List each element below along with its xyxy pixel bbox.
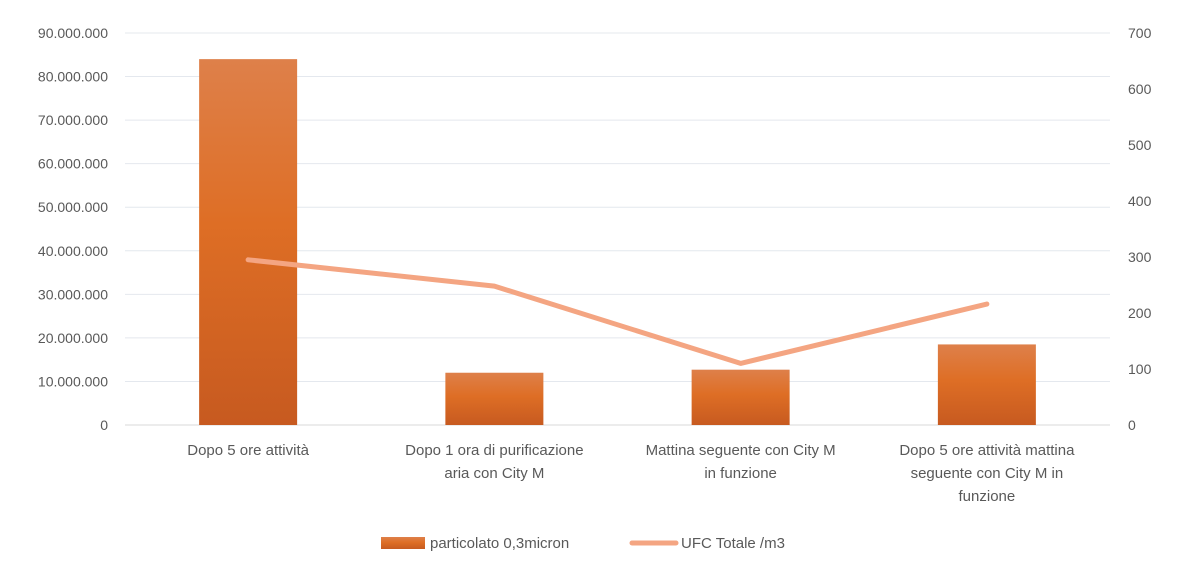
bar-series bbox=[199, 59, 1036, 425]
category-label: aria con City M bbox=[444, 465, 544, 482]
y-right-tick-label: 400 bbox=[1128, 193, 1152, 209]
category-label: Dopo 5 ore attività bbox=[187, 442, 309, 459]
y-left-tick-label: 30.000.000 bbox=[38, 286, 108, 302]
y-left-tick-label: 80.000.000 bbox=[38, 69, 108, 85]
legend-label-bar: particolato 0,3micron bbox=[430, 535, 569, 552]
y-right-tick-label: 200 bbox=[1128, 305, 1152, 321]
category-label: Mattina seguente con City M bbox=[646, 442, 836, 459]
y-right-tick-label: 700 bbox=[1128, 25, 1152, 41]
y-right-tick-label: 100 bbox=[1128, 361, 1152, 377]
y-right-tick-label: 300 bbox=[1128, 249, 1152, 265]
line-series bbox=[248, 260, 987, 364]
legend-label-line: UFC Totale /m3 bbox=[681, 535, 785, 552]
category-axis: Dopo 5 ore attività Dopo 1 ora di purific… bbox=[187, 442, 1075, 505]
bar bbox=[445, 373, 543, 425]
bar bbox=[938, 344, 1036, 425]
bar bbox=[692, 370, 790, 425]
y-left-tick-label: 40.000.000 bbox=[38, 243, 108, 259]
category-label: in funzione bbox=[704, 465, 777, 482]
y-left-tick-label: 90.000.000 bbox=[38, 25, 108, 41]
legend: particolato 0,3micron UFC Totale /m3 bbox=[381, 535, 785, 552]
y-left-tick-label: 20.000.000 bbox=[38, 330, 108, 346]
y-right-tick-label: 500 bbox=[1128, 137, 1152, 153]
y-left-tick-label: 10.000.000 bbox=[38, 373, 108, 389]
y-left-tick-label: 50.000.000 bbox=[38, 199, 108, 215]
y-left-tick-label: 60.000.000 bbox=[38, 156, 108, 172]
line-series-ufc bbox=[248, 260, 987, 364]
category-label: Dopo 5 ore attività mattina bbox=[899, 442, 1075, 459]
category-label: Dopo 1 ora di purificazione bbox=[405, 442, 583, 459]
y-right-tick-label: 600 bbox=[1128, 81, 1152, 97]
y-left-tick-label: 70.000.000 bbox=[38, 112, 108, 128]
legend-swatch-bar bbox=[381, 537, 425, 549]
bar bbox=[199, 59, 297, 425]
y-right-tick-label: 0 bbox=[1128, 417, 1136, 433]
category-label: seguente con City M in bbox=[911, 465, 1064, 482]
y-left-tick-label: 0 bbox=[100, 417, 108, 433]
category-label: funzione bbox=[959, 488, 1016, 505]
